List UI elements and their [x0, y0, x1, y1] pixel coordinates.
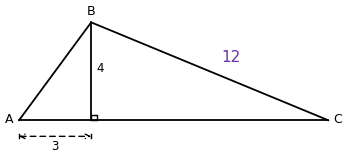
Bar [91, 115, 97, 120]
Text: A: A [5, 113, 14, 126]
Text: C: C [334, 113, 342, 126]
Text: 4: 4 [96, 62, 104, 75]
Text: 12: 12 [221, 50, 240, 65]
Text: 3: 3 [51, 140, 59, 153]
Text: B: B [87, 5, 96, 18]
